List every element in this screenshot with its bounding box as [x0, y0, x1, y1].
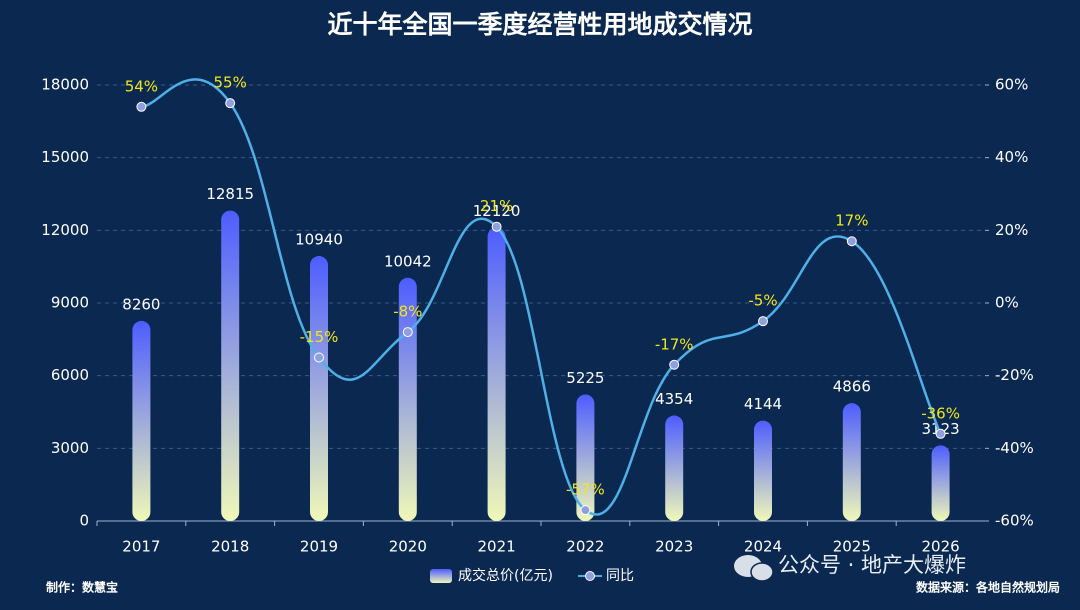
y-tick-label: 15000 [41, 148, 89, 166]
bar [931, 445, 950, 521]
bar-value-label: 4144 [744, 395, 782, 413]
x-tick-label: 2020 [389, 538, 427, 556]
bar-value-label: 8260 [122, 295, 160, 313]
chart-title: 近十年全国一季度经营性用地成交情况 [327, 10, 752, 39]
point-value-label: 54% [125, 77, 158, 95]
y2-tick-label: 0% [995, 294, 1019, 312]
point-value-label: 21% [480, 197, 513, 215]
x-tick-label: 2021 [478, 538, 516, 556]
line [141, 78, 942, 516]
bar [310, 256, 328, 521]
legend-point [585, 571, 595, 581]
bar [576, 394, 595, 521]
point-value-label: -5% [748, 292, 777, 310]
footer-right: 数据来源：各地自然规划局 [916, 580, 1060, 595]
y2-tick-label: 40% [995, 148, 1028, 166]
x-tick-label: 2023 [655, 538, 693, 556]
x-tick-label: 2017 [122, 538, 160, 556]
bar-value-label: 4866 [833, 378, 871, 396]
legend-label: 成交总价(亿元) [458, 567, 553, 584]
legend-label: 同比 [606, 568, 634, 584]
legend-swatch [430, 569, 452, 583]
line-point [846, 236, 857, 247]
bar [665, 415, 684, 521]
bar-value-label: 12120 [473, 202, 521, 220]
point-value-label: -15% [300, 328, 339, 346]
bar [398, 277, 417, 521]
bar-value-label: 4354 [655, 390, 693, 408]
point-value-label: -17% [655, 335, 694, 353]
line-point [669, 359, 680, 370]
bar-value-label: 10940 [295, 231, 343, 249]
x-tick-label: 2025 [833, 538, 871, 556]
line-point [136, 101, 147, 112]
line-point [402, 327, 413, 338]
bar [132, 320, 151, 521]
bar-value-label: 5225 [566, 369, 604, 387]
bar-value-label: 12815 [206, 185, 254, 203]
point-value-label: 17% [835, 212, 868, 230]
y2-tick-label: 20% [995, 221, 1028, 239]
y-tick-label: 6000 [51, 366, 89, 384]
x-tick-label: 2026 [922, 538, 960, 556]
bar [754, 420, 772, 521]
point-value-label: -36% [921, 404, 960, 422]
y2-tick-label: -40% [995, 439, 1034, 457]
y2-tick-label: -60% [995, 512, 1034, 530]
point-value-label: -57% [566, 481, 605, 499]
line-point [225, 98, 236, 109]
line-point [935, 428, 946, 439]
line-point [314, 352, 324, 363]
bar [842, 403, 861, 521]
watermark-icon [734, 555, 774, 582]
bar [487, 227, 506, 521]
line-point [758, 316, 768, 327]
y-tick-label: 0 [79, 512, 89, 530]
y-tick-label: 18000 [41, 76, 89, 94]
x-tick-label: 2024 [744, 538, 782, 556]
x-tick-label: 2019 [300, 538, 338, 556]
y-tick-label: 9000 [51, 294, 89, 312]
y2-tick-label: 60% [995, 76, 1028, 94]
watermark: 公众号 · 地产大爆炸 [778, 553, 966, 577]
bar [221, 210, 240, 521]
point-value-label: -8% [393, 303, 422, 321]
line-point [580, 505, 591, 516]
footer-left: 制作：数慧宝 [46, 580, 118, 595]
bar-value-label: 10042 [384, 252, 432, 270]
point-value-label: 55% [214, 74, 247, 92]
x-tick-label: 2022 [566, 538, 604, 556]
line-point [491, 221, 502, 232]
y-tick-label: 12000 [41, 221, 89, 239]
x-tick-label: 2018 [211, 538, 249, 556]
y-tick-label: 3000 [51, 439, 89, 457]
y2-tick-label: -20% [995, 366, 1034, 384]
